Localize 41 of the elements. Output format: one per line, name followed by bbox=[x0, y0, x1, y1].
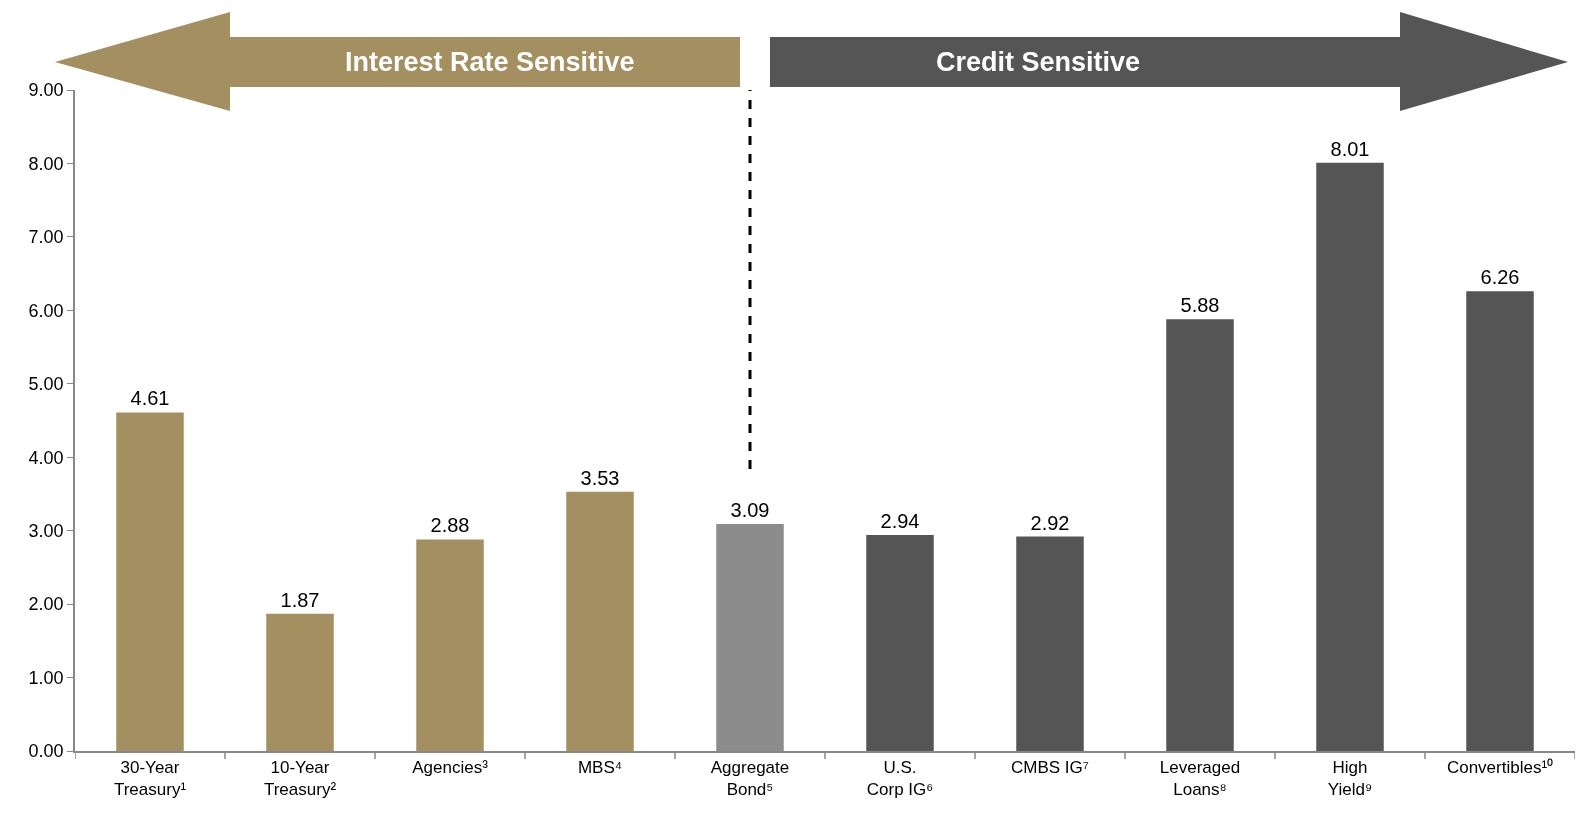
x-tick-label: High Yield⁹ bbox=[1327, 758, 1373, 800]
bar bbox=[1316, 162, 1384, 751]
y-tick-label: 4.00 bbox=[28, 447, 64, 468]
x-tick-label: Leveraged Loans⁸ bbox=[1159, 758, 1241, 800]
x-tick-label: Convertibles¹⁰ bbox=[1446, 758, 1554, 778]
x-tick-label: Agencies³ bbox=[412, 758, 489, 778]
data-label: 4.61 bbox=[130, 387, 170, 410]
y-tick-label: 9.00 bbox=[28, 80, 64, 101]
data-label: 8.01 bbox=[1330, 137, 1370, 160]
data-label: 2.92 bbox=[1030, 511, 1070, 534]
bar bbox=[1466, 291, 1534, 751]
x-tick-label: MBS⁴ bbox=[577, 758, 623, 778]
y-tick-label: 5.00 bbox=[28, 374, 64, 395]
x-tick-label: Aggregate Bond⁵ bbox=[710, 758, 790, 800]
y-tick-label: 8.00 bbox=[28, 153, 64, 174]
bar bbox=[416, 539, 484, 751]
bar bbox=[116, 412, 184, 751]
data-label: 2.88 bbox=[430, 514, 470, 537]
x-tick-label: CMBS IG⁷ bbox=[1011, 758, 1089, 778]
bar bbox=[1166, 319, 1234, 751]
y-tick-label: 6.00 bbox=[28, 300, 64, 321]
data-label: 1.87 bbox=[280, 588, 320, 611]
data-label: 5.88 bbox=[1180, 294, 1220, 317]
text: Credit Sensitive bbox=[936, 47, 1141, 77]
bar bbox=[566, 491, 634, 751]
y-tick-label: 7.00 bbox=[28, 227, 64, 248]
text: Interest Rate Sensitive bbox=[345, 47, 635, 77]
x-tick-label: U.S. Corp IG⁶ bbox=[866, 758, 934, 800]
data-label: 3.53 bbox=[580, 466, 620, 489]
x-tick-label: 30-Year Treasury¹ bbox=[113, 758, 187, 800]
x-tick-label: 10-Year Treasury² bbox=[263, 758, 337, 800]
y-tick-label: 2.00 bbox=[28, 594, 64, 615]
bar bbox=[866, 535, 934, 751]
y-tick-label: 1.00 bbox=[28, 667, 64, 688]
data-label: 2.94 bbox=[880, 510, 920, 533]
bar bbox=[266, 613, 334, 751]
bar bbox=[1016, 536, 1084, 751]
data-label: 3.09 bbox=[730, 499, 770, 522]
y-tick-label: 3.00 bbox=[28, 520, 64, 541]
data-label: 6.26 bbox=[1480, 266, 1520, 289]
y-tick-label: 0.00 bbox=[28, 741, 64, 762]
